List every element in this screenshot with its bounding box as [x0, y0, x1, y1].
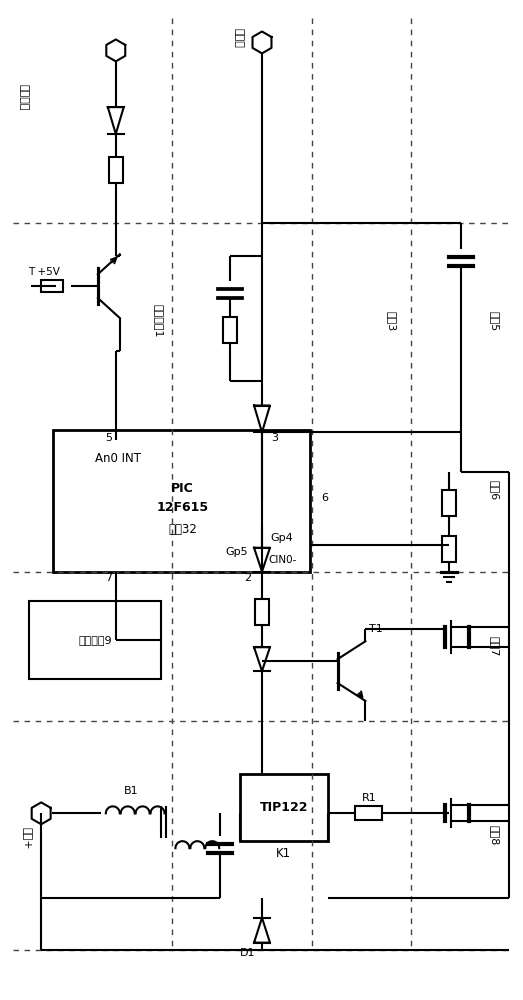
Text: 触发脉冲: 触发脉冲 [18, 84, 28, 110]
Text: 升压8: 升压8 [490, 825, 500, 845]
Text: 点火3: 点火3 [386, 311, 396, 331]
Text: An0 INT: An0 INT [95, 452, 141, 465]
Text: 12F615: 12F615 [156, 501, 209, 514]
Text: 2: 2 [245, 573, 252, 583]
Bar [442, 536, 456, 562]
Bar [41, 280, 63, 292]
Bar [53, 430, 310, 572]
Text: 控制32: 控制32 [168, 523, 197, 536]
Text: 脉冲整形1: 脉冲整形1 [154, 304, 164, 338]
Text: 3: 3 [271, 433, 278, 443]
Bar [355, 806, 382, 820]
Text: 测量6: 测量6 [490, 480, 500, 500]
Text: 辅助检测9: 辅助检测9 [78, 635, 112, 645]
Text: 5: 5 [105, 433, 112, 443]
Text: Gp5: Gp5 [226, 547, 248, 557]
Text: PIC: PIC [171, 482, 194, 495]
Bar [442, 490, 456, 516]
Text: T +5V: T +5V [28, 267, 60, 277]
Text: 7: 7 [105, 573, 112, 583]
Text: TIP122: TIP122 [259, 801, 308, 814]
Text: CIN0-: CIN0- [268, 555, 297, 565]
Text: D1: D1 [241, 948, 256, 958]
Bar [109, 157, 123, 183]
Bar [223, 317, 237, 343]
Bar [255, 500, 269, 526]
Text: K1: K1 [276, 847, 291, 860]
Text: 储能5: 储能5 [490, 311, 500, 331]
Text: B1: B1 [123, 786, 138, 796]
Text: 马动7: 马动7 [490, 636, 500, 656]
Text: Gp4: Gp4 [270, 533, 293, 543]
Text: 电池+: 电池+ [21, 827, 31, 850]
Text: 高压包: 高压包 [233, 28, 243, 47]
Bar [29, 601, 161, 679]
Text: 6: 6 [321, 493, 328, 503]
Text: R1: R1 [362, 793, 377, 803]
Bar [255, 599, 269, 625]
Text: T1: T1 [369, 624, 382, 634]
Bar [240, 774, 327, 841]
